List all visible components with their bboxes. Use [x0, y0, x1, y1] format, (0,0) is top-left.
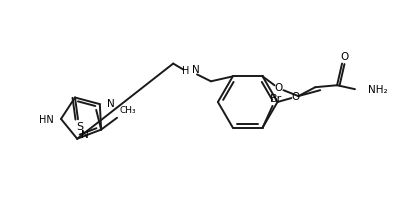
- Text: H: H: [182, 67, 189, 76]
- Text: N: N: [107, 99, 114, 109]
- Text: O: O: [291, 92, 300, 102]
- Text: NH₂: NH₂: [368, 85, 387, 95]
- Text: HN: HN: [39, 115, 54, 125]
- Text: Br: Br: [269, 94, 282, 104]
- Text: N: N: [81, 130, 89, 140]
- Text: N: N: [192, 65, 200, 75]
- Text: O: O: [274, 83, 282, 93]
- Text: S: S: [77, 122, 83, 132]
- Text: CH₃: CH₃: [119, 106, 136, 115]
- Text: O: O: [340, 52, 348, 62]
